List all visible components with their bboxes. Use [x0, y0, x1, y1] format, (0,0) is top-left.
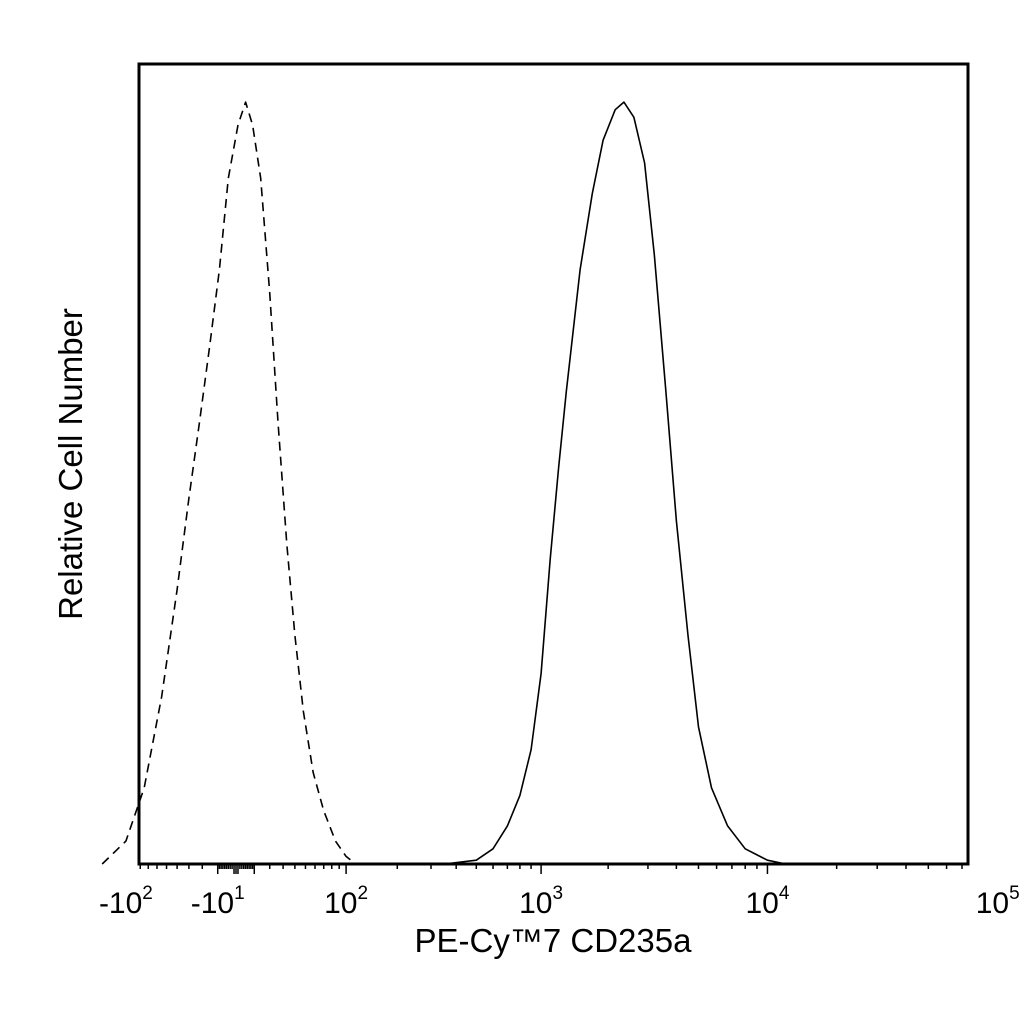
- x-tick-labels: -102 -101 102 103 104 105: [99, 883, 1020, 920]
- control-histogram-line: [101, 101, 357, 865]
- histogram-curves: [101, 101, 786, 865]
- x-tick-label: 103: [519, 883, 563, 920]
- plot-frame: [137, 62, 970, 866]
- y-axis-title: Relative Cell Number: [52, 308, 89, 620]
- x-axis-ticks: [139, 864, 963, 874]
- x-tick-label: -101: [191, 883, 245, 920]
- x-axis-title: PE-Cy™7 CD235a: [415, 922, 693, 959]
- stained-histogram-line: [444, 101, 786, 865]
- x-tick-label: -102: [99, 883, 153, 920]
- x-tick-label: 104: [745, 883, 789, 920]
- x-tick-label: 105: [976, 883, 1020, 920]
- x-tick-label: 102: [324, 883, 368, 920]
